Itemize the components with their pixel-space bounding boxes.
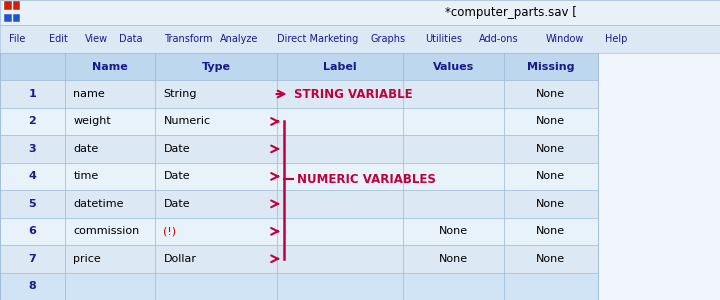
Text: File: File xyxy=(9,34,25,44)
Bar xyxy=(0,218,598,245)
Text: Numeric: Numeric xyxy=(163,116,210,127)
Text: Data: Data xyxy=(119,34,143,44)
Text: Values: Values xyxy=(433,61,474,71)
Bar xyxy=(0,245,598,272)
Text: 6: 6 xyxy=(29,226,36,236)
Text: price: price xyxy=(73,254,102,264)
Text: Transform: Transform xyxy=(164,34,212,44)
Text: Label: Label xyxy=(323,61,357,71)
Text: View: View xyxy=(85,34,108,44)
Text: commission: commission xyxy=(73,226,140,236)
Bar xyxy=(0,108,598,135)
Text: 7: 7 xyxy=(29,254,36,264)
Text: weight: weight xyxy=(73,116,111,127)
Text: Name: Name xyxy=(92,61,127,71)
Text: Add-ons: Add-ons xyxy=(479,34,518,44)
Bar xyxy=(0,163,598,190)
Text: None: None xyxy=(536,254,565,264)
Bar xyxy=(4,1,12,10)
Text: Type: Type xyxy=(202,61,230,71)
Bar xyxy=(0,0,720,25)
Text: String: String xyxy=(163,89,197,99)
Text: None: None xyxy=(536,144,565,154)
Text: 2: 2 xyxy=(29,116,36,127)
Bar xyxy=(0,53,598,80)
Text: 4: 4 xyxy=(29,171,36,182)
Bar xyxy=(0,25,720,53)
Text: 1: 1 xyxy=(29,89,36,99)
Text: Date: Date xyxy=(163,171,190,182)
Text: None: None xyxy=(536,199,565,209)
Text: datetime: datetime xyxy=(73,199,124,209)
Text: None: None xyxy=(536,171,565,182)
Text: Missing: Missing xyxy=(527,61,575,71)
Text: time: time xyxy=(73,171,99,182)
Bar xyxy=(13,1,20,10)
Text: None: None xyxy=(439,226,468,236)
Text: (!): (!) xyxy=(163,226,176,236)
Text: Direct Marketing: Direct Marketing xyxy=(277,34,359,44)
Text: Edit: Edit xyxy=(49,34,68,44)
Text: NUMERIC VARIABLES: NUMERIC VARIABLES xyxy=(297,172,436,186)
Text: 8: 8 xyxy=(29,281,36,291)
Bar xyxy=(0,190,598,217)
Text: name: name xyxy=(73,89,105,99)
Text: Dollar: Dollar xyxy=(163,254,197,264)
Bar xyxy=(13,14,20,22)
Text: Date: Date xyxy=(163,144,190,154)
Text: date: date xyxy=(73,144,99,154)
Bar xyxy=(0,80,598,108)
Text: Date: Date xyxy=(163,199,190,209)
Text: Help: Help xyxy=(605,34,627,44)
Text: None: None xyxy=(439,254,468,264)
Text: Analyze: Analyze xyxy=(220,34,258,44)
Bar xyxy=(0,272,598,300)
Text: None: None xyxy=(536,226,565,236)
Text: None: None xyxy=(536,116,565,127)
Text: STRING VARIABLE: STRING VARIABLE xyxy=(294,88,413,100)
Text: *computer_parts.sav [: *computer_parts.sav [ xyxy=(445,6,577,19)
Text: None: None xyxy=(536,89,565,99)
Bar xyxy=(4,14,12,22)
Text: Graphs: Graphs xyxy=(371,34,406,44)
Bar xyxy=(0,135,598,163)
Text: 5: 5 xyxy=(29,199,36,209)
Text: Utilities: Utilities xyxy=(425,34,462,44)
Text: 3: 3 xyxy=(29,144,36,154)
Text: Window: Window xyxy=(546,34,584,44)
